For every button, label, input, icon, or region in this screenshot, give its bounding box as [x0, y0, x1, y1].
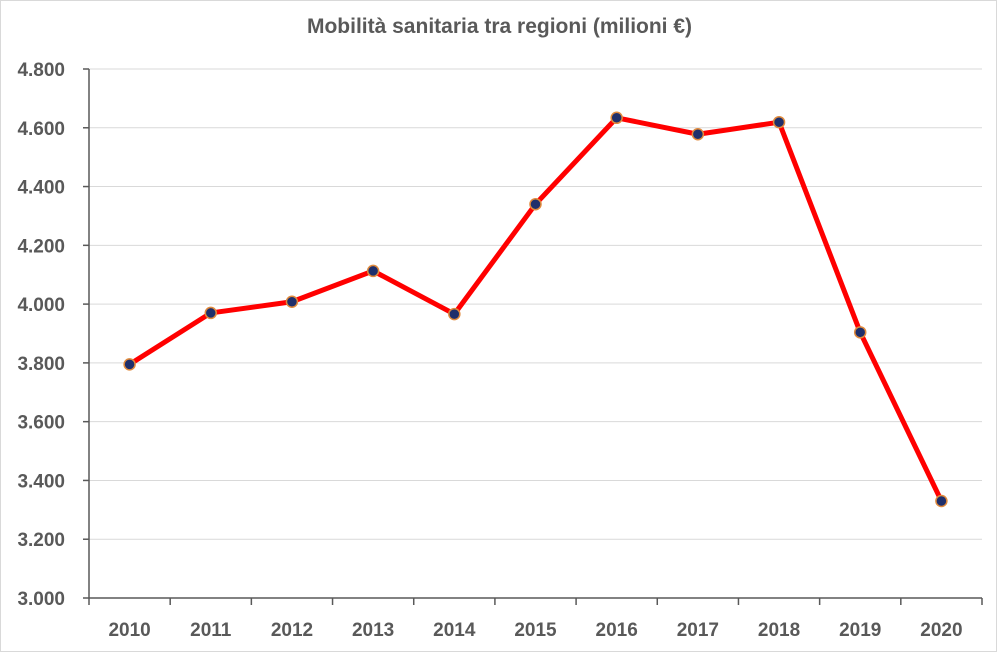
y-tick-label: 3.000	[17, 589, 65, 610]
y-tick-label: 4.000	[17, 295, 65, 316]
x-tick-label: 2020	[920, 620, 962, 641]
x-axis: 2010 2011 2012 2013 2014 2015 2016 2017 2018 2019…	[88, 597, 983, 641]
x-tick-label: 2014	[433, 620, 476, 641]
y-tick-label: 4.800	[17, 60, 65, 81]
data-point	[366, 264, 380, 278]
y-axis: 3.000 3.200 3.400 3.600 3.800 4.000 4.200 4.400…	[17, 60, 90, 610]
series-group	[123, 111, 948, 508]
y-tick-label: 4.600	[17, 119, 65, 140]
x-tick-label: 2013	[352, 620, 394, 641]
data-point	[935, 494, 948, 508]
x-tick-label: 2019	[839, 620, 881, 641]
data-point	[448, 307, 461, 321]
data-point	[285, 295, 299, 309]
x-tick-label: 2010	[108, 620, 150, 641]
series-line	[127, 115, 944, 504]
y-tick-label: 3.800	[17, 354, 65, 375]
x-tick-label: 2017	[677, 620, 719, 641]
y-tick-label: 3.400	[17, 471, 65, 492]
y-tick-label: 3.200	[17, 530, 65, 551]
y-tick-label: 3.600	[17, 413, 65, 434]
gridlines	[89, 68, 982, 540]
x-tick-label: 2011	[190, 620, 232, 641]
data-point	[691, 127, 705, 141]
x-tick-label: 2015	[514, 620, 557, 641]
y-tick-label: 4.400	[17, 178, 65, 199]
x-tick-label: 2018	[758, 620, 800, 641]
y-tick-label: 4.200	[17, 236, 65, 257]
data-point	[772, 115, 786, 129]
data-point	[123, 358, 136, 371]
data-point	[853, 326, 867, 339]
data-point	[204, 306, 218, 320]
x-tick-label: 2012	[271, 620, 313, 641]
chart-title: Mobilità sanitaria tra regioni (milioni …	[306, 15, 693, 38]
data-point	[610, 111, 623, 125]
x-tick-label: 2016	[596, 620, 638, 641]
data-point	[529, 197, 542, 211]
